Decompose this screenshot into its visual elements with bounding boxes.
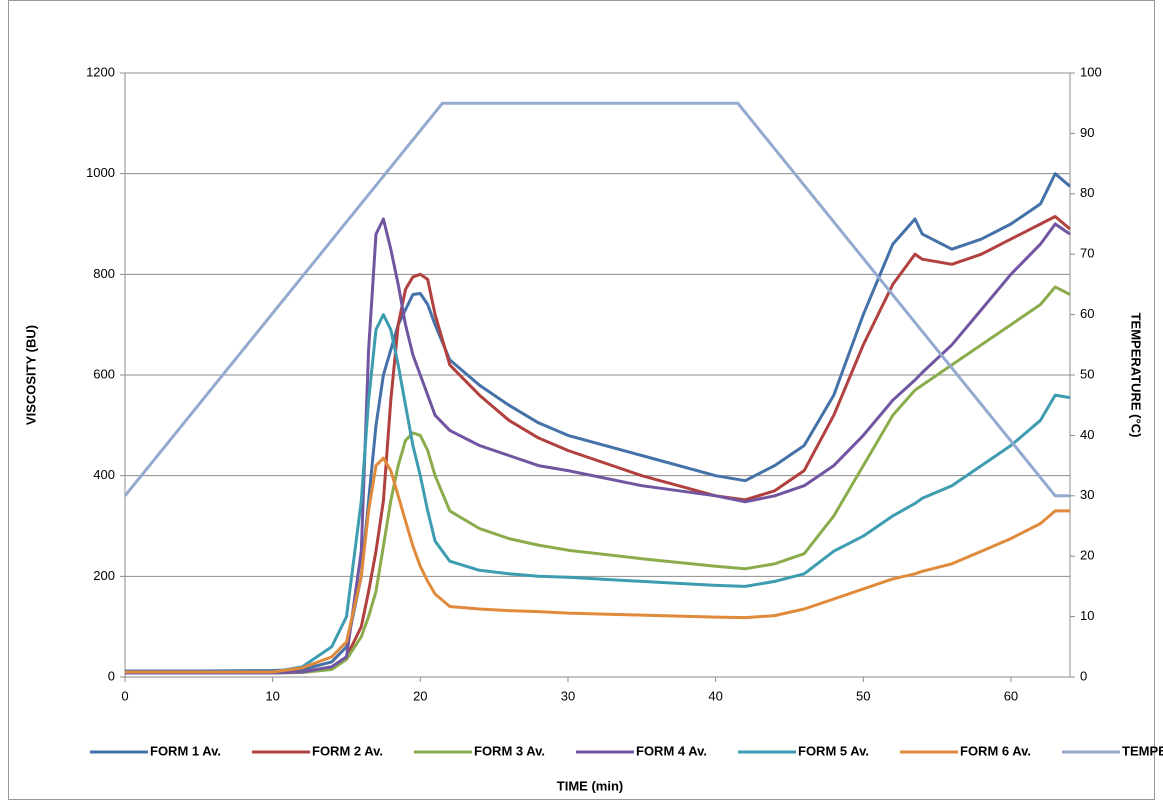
chart-border [8, 0, 1155, 800]
series-line [123, 101, 1070, 498]
series-line [125, 217, 1071, 675]
y2-tick-label: 10 [1080, 608, 1094, 623]
y2-axis-title: TEMPERATURE (°C) [1129, 313, 1144, 438]
legend-label: FORM 1 Av. [150, 743, 221, 758]
y2-tick-label: 60 [1080, 306, 1094, 321]
legend-label: FORM 6 Av. [960, 743, 1031, 758]
y-tick-label: 1000 [86, 165, 115, 180]
y2-tick-label: 50 [1080, 366, 1094, 381]
y-tick-label: 200 [93, 568, 115, 583]
legend-label: FORM 5 Av. [798, 743, 869, 758]
y2-tick-label: 70 [1080, 246, 1094, 261]
y-tick-label: 1200 [86, 64, 115, 79]
legend-label: FORM 2 Av. [312, 743, 383, 758]
y-tick-label: 0 [108, 668, 115, 683]
series-line [125, 456, 1070, 674]
y2-tick-label: 90 [1080, 125, 1094, 140]
y2-tick-label: 40 [1080, 427, 1094, 442]
x-tick-label: 30 [561, 688, 575, 703]
y-axis-title: VISCOSITY (BU) [23, 325, 38, 425]
series-line [125, 313, 1071, 674]
series-line [125, 285, 1071, 675]
x-tick-label: 40 [708, 688, 722, 703]
y2-tick-label: 100 [1080, 64, 1102, 79]
y2-tick-label: 80 [1080, 185, 1094, 200]
legend-label: FORM 3 Av. [474, 743, 545, 758]
legend-label: FORM 4 Av. [636, 743, 707, 758]
series-line [125, 215, 1071, 675]
x-tick-label: 10 [265, 688, 279, 703]
x-tick-label: 50 [856, 688, 870, 703]
y-tick-label: 600 [93, 366, 115, 381]
legend-label: TEMPERATURE [1122, 743, 1163, 758]
x-tick-label: 0 [121, 688, 128, 703]
y2-tick-label: 30 [1080, 487, 1094, 502]
y-tick-label: 800 [93, 266, 115, 281]
x-tick-label: 60 [1004, 688, 1018, 703]
x-tick-label: 20 [413, 688, 427, 703]
y-tick-label: 400 [93, 467, 115, 482]
y2-tick-label: 0 [1080, 668, 1087, 683]
y2-tick-label: 20 [1080, 548, 1094, 563]
x-axis-title: TIME (min) [557, 778, 623, 793]
